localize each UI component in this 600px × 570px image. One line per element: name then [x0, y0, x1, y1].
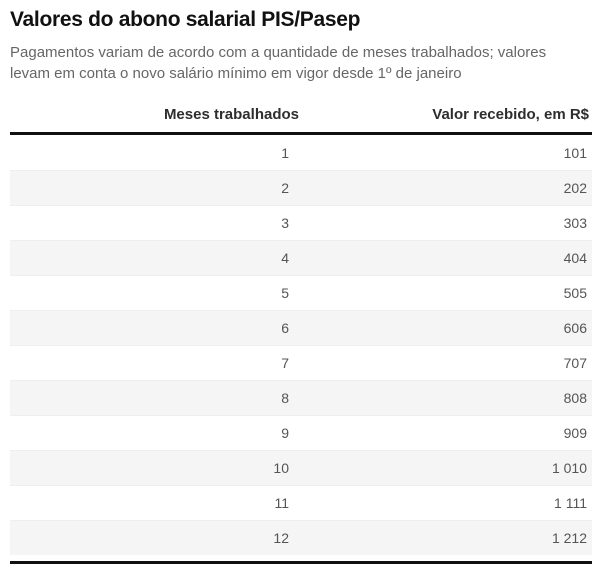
months-cell: 7 — [281, 355, 289, 371]
table-row: 5 505 — [10, 275, 592, 310]
months-cell: 9 — [281, 425, 289, 441]
value-cell: 404 — [563, 250, 587, 266]
table-row: 12 1 212 — [10, 520, 592, 555]
table-row: 4 404 — [10, 240, 592, 275]
months-cell: 4 — [281, 250, 289, 266]
value-cell: 909 — [563, 425, 587, 441]
months-cell: 2 — [281, 180, 289, 196]
salary-table: Meses trabalhados Valor recebido, em R$ … — [10, 94, 592, 564]
value-cell: 707 — [563, 355, 587, 371]
value-cell: 606 — [563, 320, 587, 336]
table-row: 9 909 — [10, 415, 592, 450]
table-row: 10 1 010 — [10, 450, 592, 485]
months-cell: 5 — [281, 285, 289, 301]
months-cell: 1 — [281, 144, 289, 161]
table-row: 11 1 111 — [10, 485, 592, 520]
value-cell: 808 — [563, 390, 587, 406]
table-body: 1 101 2 202 3 303 4 404 5 505 6 606 — [10, 135, 592, 555]
table-row: 6 606 — [10, 310, 592, 345]
value-cell: 303 — [563, 215, 587, 231]
months-cell: 12 — [273, 530, 289, 546]
table-row: 1 101 — [10, 135, 592, 170]
months-cell: 11 — [274, 495, 289, 511]
value-cell: 202 — [563, 180, 587, 196]
months-cell: 8 — [281, 390, 289, 406]
value-cell: 505 — [563, 285, 587, 301]
value-cell: 101 — [563, 144, 587, 161]
column-header-months: Meses trabalhados — [163, 106, 299, 123]
table-row: 8 808 — [10, 380, 592, 415]
months-cell: 6 — [281, 320, 289, 336]
months-cell: 3 — [281, 215, 289, 231]
table-row: 2 202 — [10, 170, 592, 205]
value-cell: 1 212 — [551, 530, 587, 546]
subtitle: Pagamentos variam de acordo com a quanti… — [10, 44, 547, 82]
value-cell: 1 111 — [554, 495, 587, 511]
table-header-row: Meses trabalhados Valor recebido, em R$ — [10, 94, 592, 135]
table-bottom-rule — [10, 561, 592, 564]
value-cell: 1 010 — [551, 460, 587, 476]
column-header-value: Valor recebido, em R$ — [432, 106, 589, 123]
table-row: 3 303 — [10, 205, 592, 240]
months-cell: 10 — [273, 460, 289, 476]
page-title: Valores do abono salarial PIS/Pasep — [10, 8, 361, 31]
table-row: 7 707 — [10, 345, 592, 380]
